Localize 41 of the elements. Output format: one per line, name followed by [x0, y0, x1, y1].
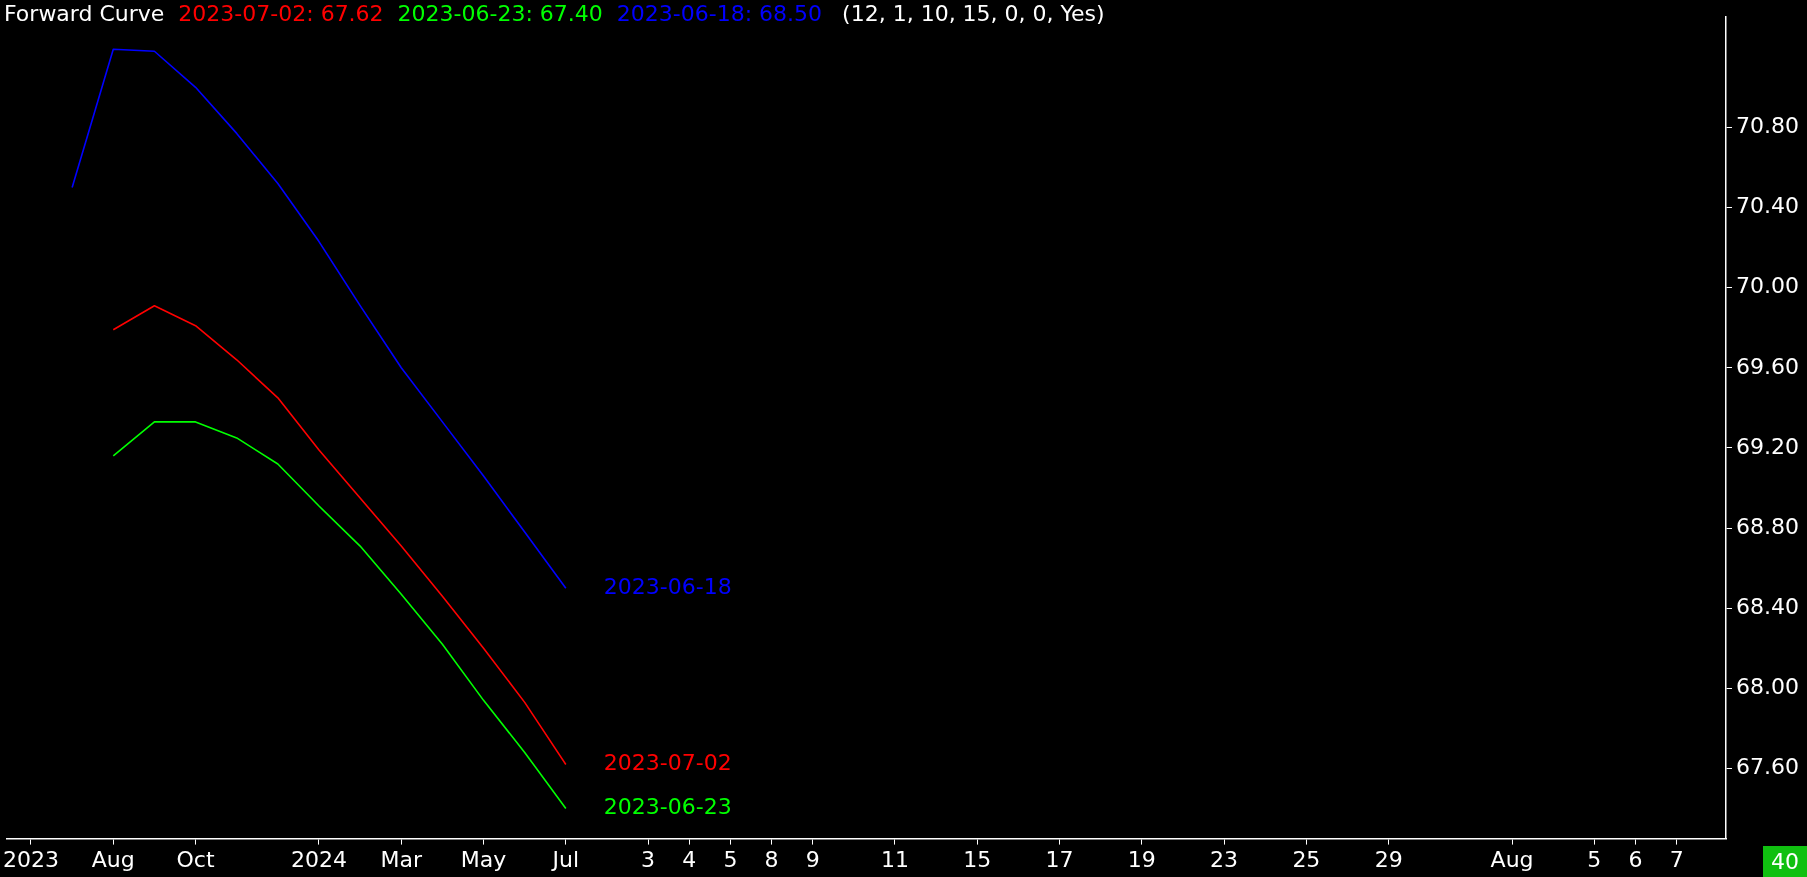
y-tick-label: 70.40: [1736, 193, 1799, 219]
x-tick-label: Aug: [91, 846, 135, 872]
text: 40: [1763, 846, 1807, 877]
x-tick-label: 2023: [2, 846, 59, 872]
x-tick-label: 29: [1374, 846, 1403, 872]
x-tick-label: 25: [1292, 846, 1321, 872]
y-tick-label: 70.80: [1736, 113, 1799, 139]
annotation: 2023-06-23: 67.40: [397, 0, 603, 26]
x-tick-label: Mar: [380, 846, 423, 872]
x-tick-label: Aug: [1490, 846, 1534, 872]
x-tick-label: 11: [880, 846, 909, 872]
x-tick-label: 15: [963, 846, 992, 872]
x-tick-label: 9: [805, 846, 820, 872]
x-tick-label: 5: [723, 846, 738, 872]
y-tick-label: 69.20: [1736, 433, 1799, 459]
y-tick-label: 67.60: [1736, 754, 1799, 780]
x-tick-label: 5: [1587, 846, 1602, 872]
annotation: 2023-07-02: 67.62: [178, 0, 384, 26]
annotation: 2023-06-18: 68.50: [616, 0, 823, 26]
x-tick-label: 23: [1210, 846, 1239, 872]
y-tick-label: 69.60: [1736, 353, 1799, 379]
series-label: 2023-06-23: [603, 794, 732, 820]
x-tick-label: 3: [641, 846, 656, 872]
x-tick-label: Jul: [550, 846, 580, 872]
series-label: 2023-07-02: [603, 750, 732, 776]
x-tick-label: Oct: [176, 846, 215, 872]
y-tick-label: 70.00: [1736, 273, 1799, 299]
x-tick-label: May: [460, 846, 507, 872]
x-tick-label: 4: [682, 846, 697, 872]
y-tick-label: 68.00: [1736, 674, 1799, 700]
chart-title: Forward Curve: [4, 0, 165, 26]
x-tick-label: 8: [764, 846, 779, 872]
y-tick-label: 68.80: [1736, 513, 1799, 539]
x-tick-label: 6: [1628, 846, 1643, 872]
x-tick-label: 2024: [290, 846, 347, 872]
x-tick-label: 7: [1669, 846, 1684, 872]
x-tick-label: 19: [1127, 846, 1156, 872]
x-tick-label: 17: [1045, 846, 1074, 872]
series-label: 2023-06-18: [603, 573, 732, 599]
y-tick-label: 68.40: [1736, 593, 1799, 619]
chart-subtitle: (12, 1, 10, 15, 0, 0, Yes): [842, 0, 1105, 26]
